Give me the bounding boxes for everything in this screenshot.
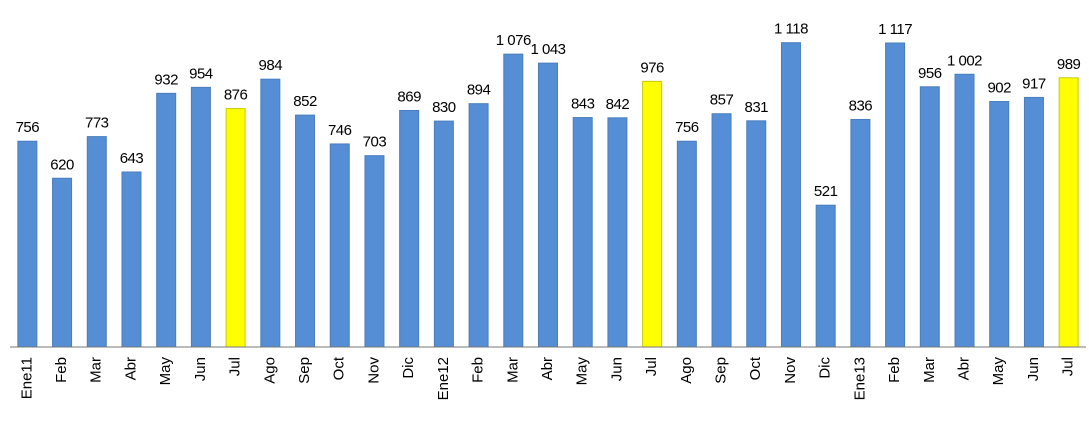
data-label: 852 bbox=[293, 93, 317, 110]
x-tick-label: Dic bbox=[400, 357, 417, 379]
bar bbox=[885, 42, 906, 348]
bar bbox=[433, 120, 454, 348]
x-tick-label: Oct bbox=[747, 356, 764, 380]
bar bbox=[190, 86, 211, 348]
data-label: 842 bbox=[606, 96, 630, 113]
data-label: 843 bbox=[571, 96, 595, 113]
x-tick-label: Jun bbox=[1025, 357, 1042, 381]
data-label: 773 bbox=[85, 115, 109, 132]
data-label: 1 076 bbox=[496, 32, 531, 49]
bar bbox=[919, 86, 940, 348]
data-label: 746 bbox=[328, 122, 352, 139]
data-label: 857 bbox=[710, 92, 734, 109]
x-tick-label: Ago bbox=[261, 357, 278, 384]
data-label: 917 bbox=[1022, 75, 1046, 92]
bar bbox=[780, 42, 801, 348]
x-tick-label: Abr bbox=[122, 357, 139, 380]
bar bbox=[607, 117, 628, 348]
bar bbox=[156, 92, 177, 348]
data-label: 643 bbox=[120, 150, 144, 167]
x-tick-label: Mar bbox=[921, 357, 938, 383]
bar bbox=[989, 100, 1010, 348]
data-label: 894 bbox=[467, 82, 491, 99]
x-tick-label: Nov bbox=[782, 357, 799, 384]
data-label: 756 bbox=[675, 119, 699, 136]
x-tick-label: Mar bbox=[504, 357, 521, 383]
data-label: 869 bbox=[397, 88, 421, 105]
x-tick-label: Jun bbox=[608, 357, 625, 381]
x-tick-label: Jul bbox=[1060, 357, 1077, 376]
data-label: 954 bbox=[189, 65, 213, 82]
data-label: 1 043 bbox=[530, 41, 565, 58]
x-tick-label: May bbox=[574, 357, 591, 386]
data-label: 1 002 bbox=[947, 52, 982, 69]
data-label: 976 bbox=[640, 59, 664, 76]
x-tick-label: May bbox=[157, 357, 174, 386]
data-label: 876 bbox=[224, 87, 248, 104]
bar bbox=[295, 114, 316, 348]
bar bbox=[642, 80, 663, 348]
x-tick-label: May bbox=[990, 357, 1007, 386]
bar bbox=[538, 62, 558, 348]
data-label: 830 bbox=[432, 99, 456, 116]
bar bbox=[954, 73, 975, 348]
bar bbox=[815, 204, 836, 348]
x-tick-label: Jun bbox=[192, 357, 209, 381]
x-tick-label: Feb bbox=[470, 357, 487, 383]
x-tick-label: Sep bbox=[713, 357, 730, 384]
data-label: 1 117 bbox=[878, 21, 912, 38]
x-tick-label: Feb bbox=[886, 357, 903, 383]
x-tick-label: Ago bbox=[678, 357, 695, 384]
data-label: 703 bbox=[363, 134, 387, 151]
x-tick-label: Mar bbox=[88, 357, 105, 383]
x-tick-label: Feb bbox=[53, 357, 70, 383]
x-tick-label: Ene13 bbox=[851, 357, 868, 400]
bar bbox=[329, 143, 350, 348]
bar bbox=[572, 117, 593, 348]
data-label: 1 118 bbox=[774, 21, 808, 38]
bar bbox=[746, 120, 767, 348]
x-tick-label: Jul bbox=[643, 357, 660, 376]
bar bbox=[121, 171, 142, 348]
x-tick-label: Ene11 bbox=[18, 357, 35, 399]
data-label: 831 bbox=[744, 99, 768, 116]
x-tick-label: Jul bbox=[227, 357, 244, 376]
bar bbox=[225, 108, 246, 348]
bar bbox=[676, 140, 697, 348]
bar bbox=[468, 103, 489, 348]
data-label: 521 bbox=[814, 183, 838, 200]
bar bbox=[1023, 96, 1044, 348]
bar bbox=[260, 78, 281, 348]
data-label: 956 bbox=[918, 65, 942, 82]
bar bbox=[711, 113, 732, 348]
bar bbox=[17, 140, 38, 348]
bar bbox=[503, 53, 524, 348]
data-label: 989 bbox=[1057, 56, 1081, 73]
data-label: 902 bbox=[987, 79, 1011, 96]
x-tick-label: Nov bbox=[365, 357, 382, 384]
bar bbox=[86, 136, 107, 348]
bar bbox=[52, 177, 73, 348]
data-label: 984 bbox=[259, 57, 283, 74]
x-tick-label: Abr bbox=[955, 357, 972, 380]
data-label: 932 bbox=[154, 71, 178, 88]
bar bbox=[399, 109, 420, 348]
bar bbox=[850, 118, 871, 348]
bar bbox=[364, 155, 385, 348]
x-tick-label: Ene12 bbox=[435, 357, 452, 400]
x-tick-label: Oct bbox=[331, 356, 348, 380]
x-tick-label: Dic bbox=[817, 357, 834, 379]
data-label: 836 bbox=[849, 97, 873, 114]
x-tick-label: Sep bbox=[296, 357, 313, 384]
data-label: 620 bbox=[50, 156, 74, 173]
bar bbox=[1058, 77, 1079, 348]
x-tick-label: Abr bbox=[539, 357, 556, 380]
data-label: 756 bbox=[16, 119, 40, 136]
